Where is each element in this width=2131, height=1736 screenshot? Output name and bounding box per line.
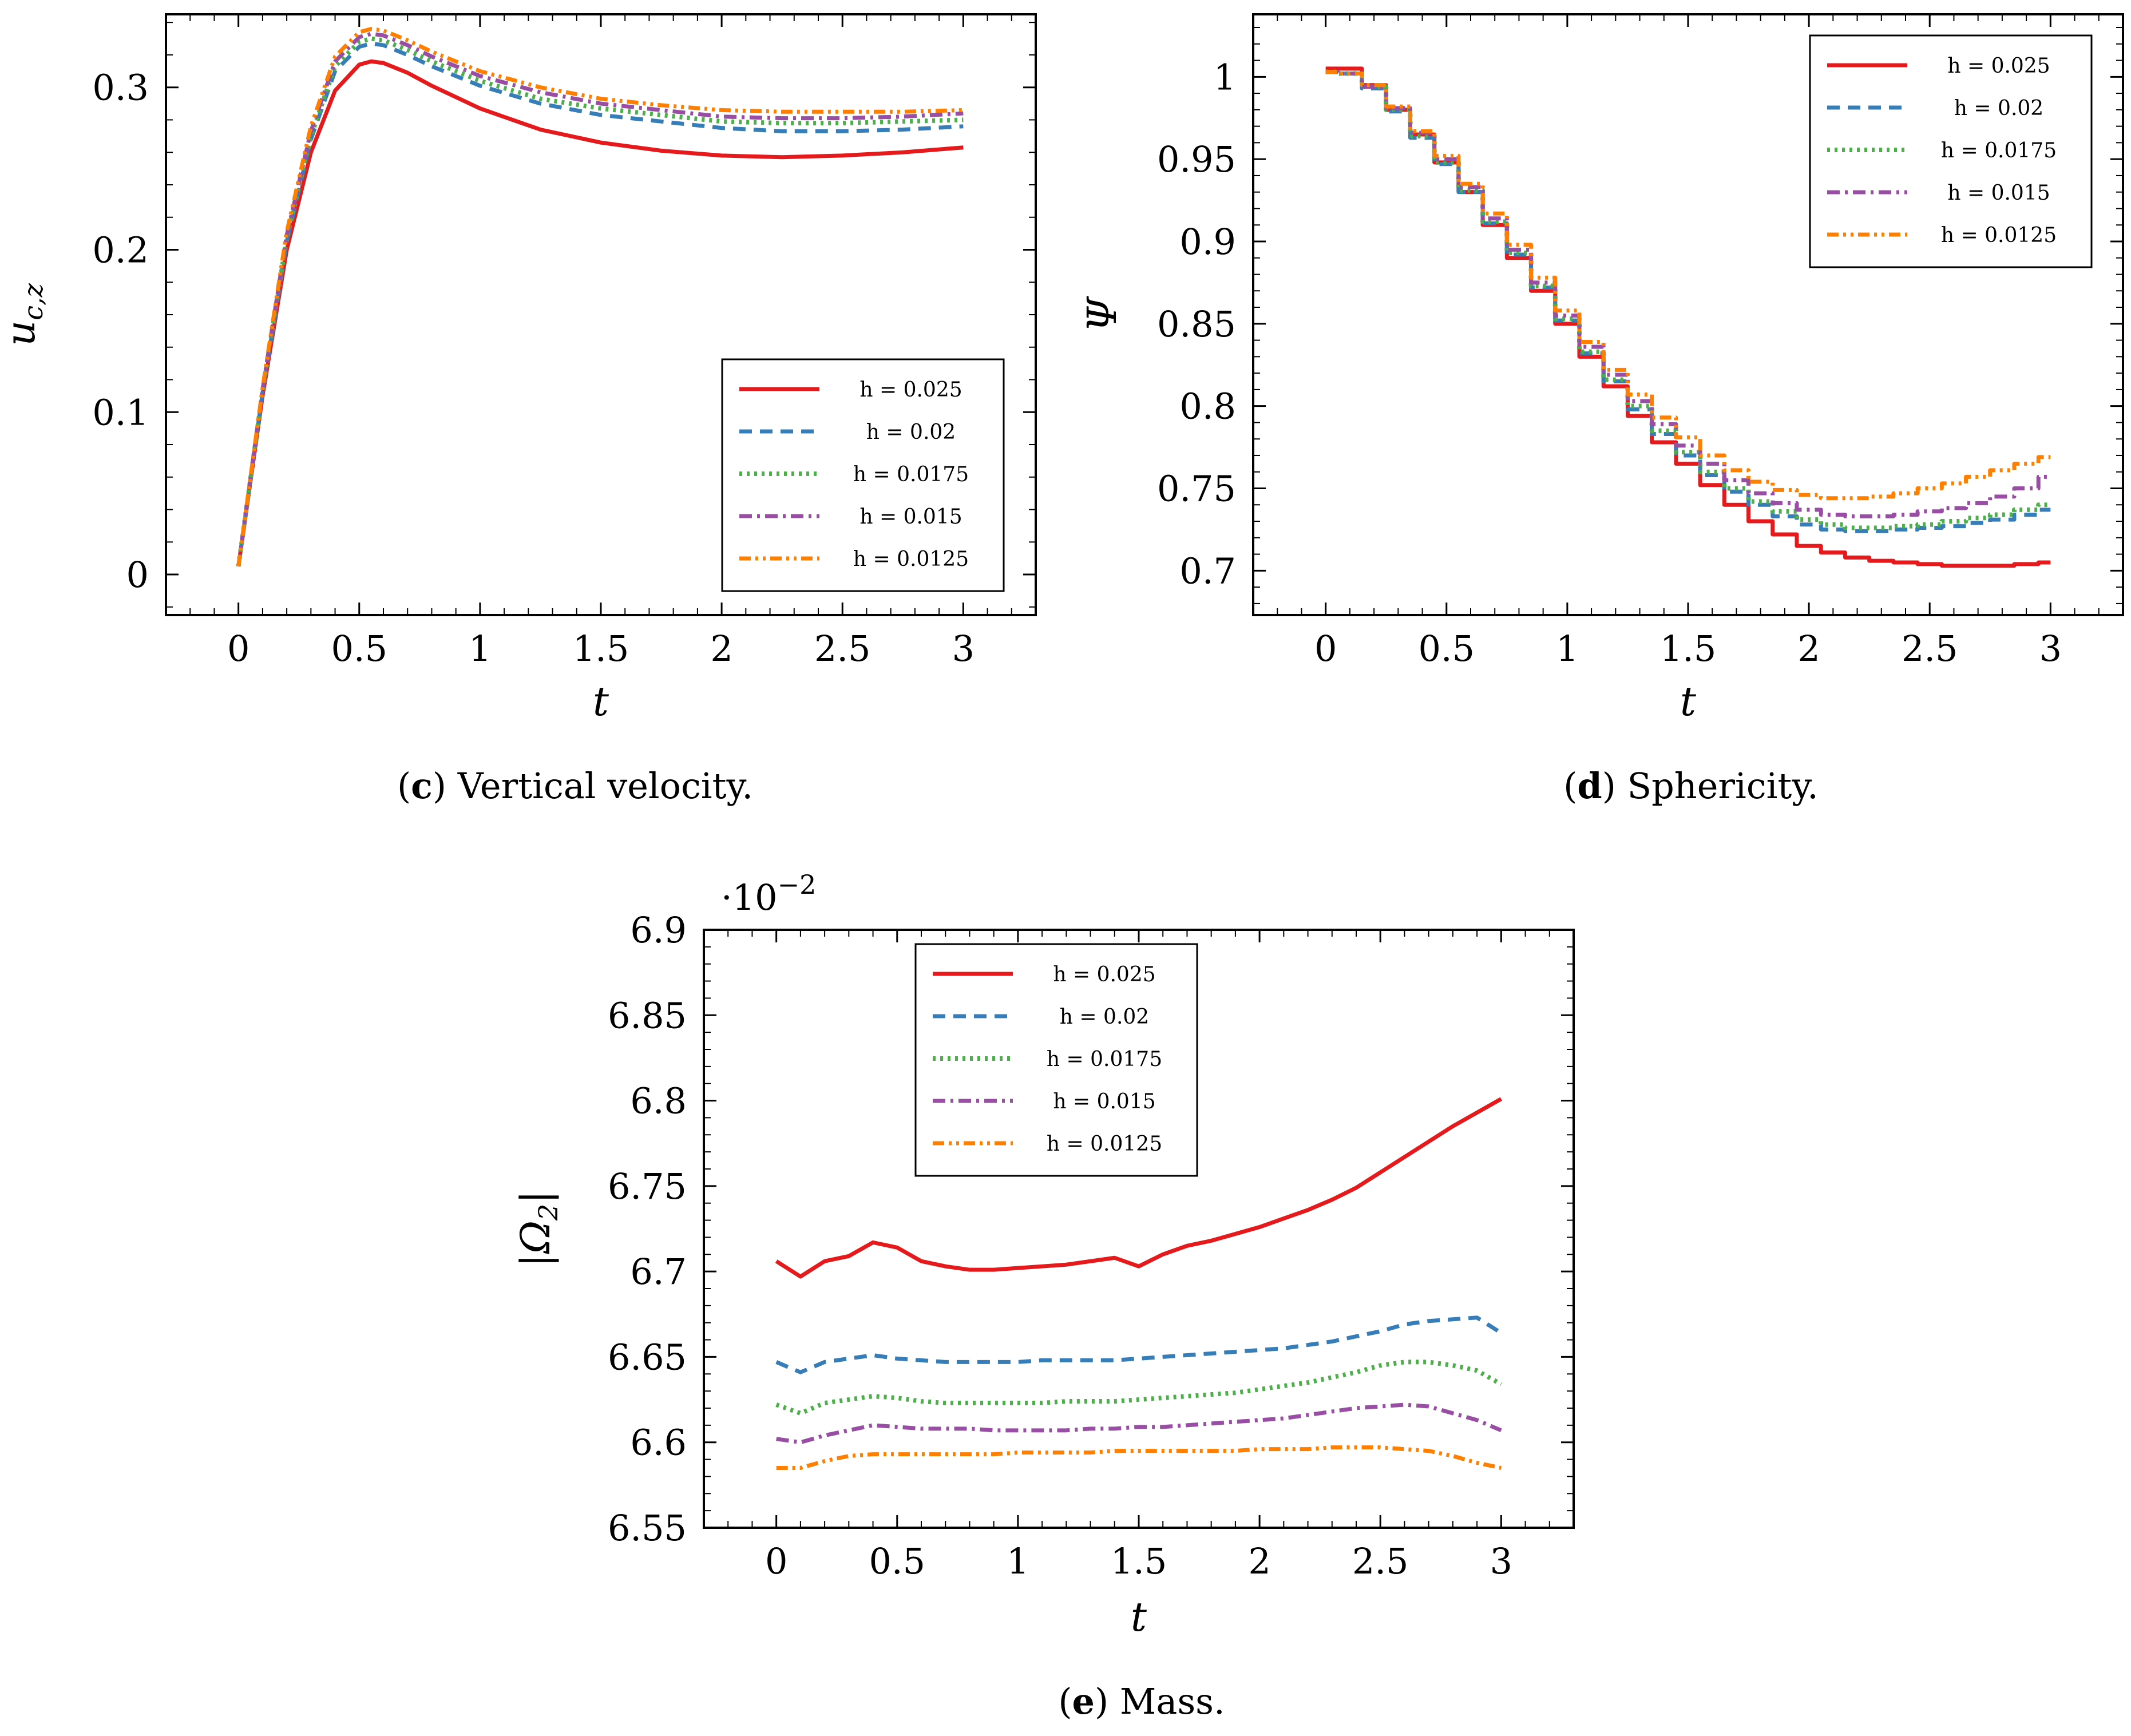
x-tick-label: 2.5: [1352, 1540, 1409, 1582]
y-tick-label: 0.85: [1157, 303, 1236, 345]
legend-label: h = 0.025: [1947, 54, 2050, 78]
y-tick-label: 0.75: [1157, 467, 1236, 509]
series-line-h00175: [775, 1360, 1503, 1416]
y-multiplier: ·10−2: [721, 869, 816, 918]
series-line-h0015: [776, 1402, 1502, 1445]
y-tick-label: 6.55: [608, 1507, 687, 1549]
series-line-h00175: [1325, 69, 2051, 530]
series-line-h00125: [236, 27, 964, 567]
series-line-h00125: [1325, 70, 2051, 501]
x-tick-label: 2: [710, 628, 732, 669]
x-tick-label: 3: [952, 628, 975, 669]
x-tick-label: 0: [227, 628, 249, 669]
x-tick-label: 2.5: [814, 628, 871, 669]
y-tick-label: 1: [1214, 56, 1236, 98]
series-line-h0025: [775, 1097, 1503, 1279]
legend-label: h = 0.02: [1060, 1005, 1149, 1029]
caption: (e) Mass.: [1058, 1680, 1225, 1722]
y-tick-label: 0.8: [1179, 386, 1236, 427]
series-group: [236, 27, 964, 567]
legend-label: h = 0.0125: [853, 548, 969, 571]
x-tick-label: 1.5: [1111, 1540, 1167, 1582]
x-tick-label: 0: [1314, 628, 1337, 669]
y-tick-label: 0.95: [1157, 138, 1236, 180]
series-group: [1325, 66, 2051, 568]
y-tick-label: 0.3: [92, 67, 149, 109]
legend-label: h = 0.015: [859, 505, 962, 529]
x-tick-label: 1: [1556, 628, 1578, 669]
x-tick-label: 1.5: [1660, 628, 1717, 669]
chart-panel-d: 0 0.5 1 1.5 2 2.5 3 0.7 0.75 0.8 0.85 0.9 0.95 1 h = 0…: [1079, 13, 2124, 807]
y-axis-label: Ψ: [1079, 296, 1126, 332]
y-tick-label: 6.85: [608, 994, 687, 1036]
legend-label: h = 0.0175: [853, 463, 969, 486]
caption: (c) Vertical velocity.: [397, 765, 753, 807]
y-tick-label: 6.8: [630, 1080, 687, 1122]
x-axis-label: t: [1131, 1594, 1147, 1640]
legend-label: h = 0.0125: [1047, 1132, 1162, 1156]
x-tick-label: 2: [1248, 1540, 1270, 1582]
legend-label: h = 0.015: [1053, 1090, 1155, 1113]
x-tick-label: 1: [1007, 1540, 1029, 1582]
chart-panel-e: 0 0.5 1 1.5 2 2.5 3 6.55 6.6 6.65 6.7 6.75 6.8 6.85 6.…: [512, 869, 1575, 1722]
y-tick-label: 0.9: [1179, 221, 1236, 263]
x-tick-label: 0.5: [869, 1540, 925, 1582]
y-tick-label: 6.65: [608, 1336, 687, 1378]
legend-label: h = 0.0175: [1047, 1048, 1162, 1071]
y-tick-label: 0.2: [92, 229, 149, 271]
x-axis-label: t: [593, 678, 609, 725]
y-tick-label: 6.6: [630, 1422, 687, 1464]
legend-label: h = 0.025: [859, 378, 962, 402]
y-tick-label: 6.9: [630, 909, 687, 951]
series-line-h0025: [236, 59, 964, 567]
legend: h = 0.025 h = 0.02 h = 0.0175 h = 0.015 h = …: [1809, 34, 2093, 268]
y-tick-label: 0: [126, 554, 149, 596]
y-tick-label: 6.7: [630, 1251, 687, 1293]
x-tick-label: 0.5: [331, 628, 387, 669]
x-tick-label: 3: [2039, 628, 2062, 669]
series-line-h00125: [776, 1445, 1502, 1470]
legend-label: h = 0.015: [1947, 181, 2050, 205]
legend-label: h = 0.025: [1053, 963, 1155, 986]
series-group: [775, 1097, 1503, 1470]
y-axis-label: |Ω2|: [512, 1190, 564, 1267]
legend: h = 0.025 h = 0.02 h = 0.0175 h = 0.015 h = …: [721, 358, 1005, 592]
x-axis-label: t: [1680, 678, 1697, 725]
x-tick-label: 2.5: [1902, 628, 1958, 669]
y-tick-label: 0.7: [1179, 550, 1236, 592]
x-tick-label: 3: [1490, 1540, 1512, 1582]
legend-label: h = 0.02: [1954, 97, 2043, 120]
x-tick-label: 1.5: [573, 628, 629, 669]
series-line-h002: [775, 1315, 1503, 1374]
x-tick-label: 1: [469, 628, 491, 669]
x-tick-label: 2: [1797, 628, 1820, 669]
legend: h = 0.025 h = 0.02 h = 0.0175 h = 0.015 h = …: [914, 943, 1198, 1177]
legend-label: h = 0.0125: [1941, 224, 2057, 247]
y-tick-label: 0.1: [92, 391, 149, 433]
legend-label: h = 0.0175: [1941, 139, 2057, 162]
series-line-h0015: [1325, 70, 2051, 518]
x-tick-label: 0: [765, 1540, 787, 1582]
y-axis-label: uc,z: [0, 283, 49, 346]
legend-label: h = 0.02: [866, 421, 956, 444]
caption: (d) Sphericity.: [1563, 765, 1819, 807]
y-tick-label: 6.75: [608, 1166, 687, 1207]
x-tick-label: 0.5: [1418, 628, 1475, 669]
